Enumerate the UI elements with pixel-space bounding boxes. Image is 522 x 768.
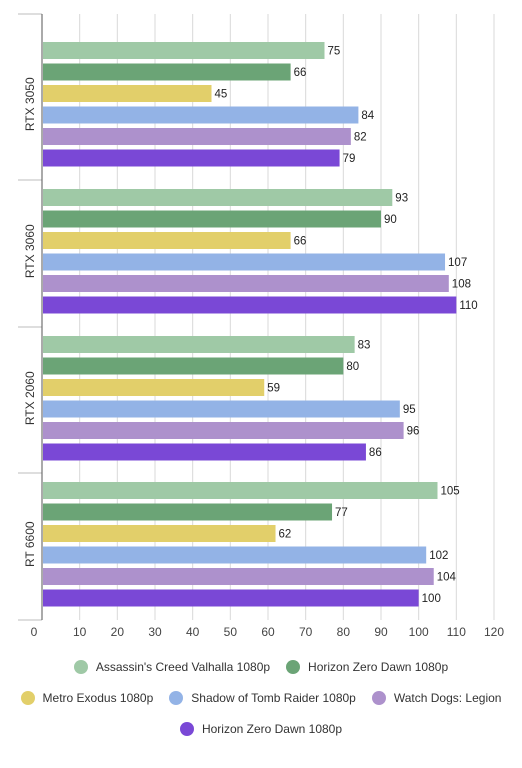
- x-tick-label: 80: [337, 625, 351, 639]
- legend-label: Shadow of Tomb Raider 1080p: [191, 691, 356, 705]
- data-label: 80: [346, 361, 359, 373]
- legend-item: Metro Exodus 1080p: [20, 691, 154, 705]
- legend-label: Metro Exodus 1080p: [42, 691, 154, 705]
- axes: 0 10 20 30 40 50 60 70 80 90 100 110 120 RTX 3050 RTX …: [18, 13, 504, 639]
- x-tick-label: 110: [447, 625, 466, 639]
- data-label: 86: [369, 447, 382, 459]
- data-label: 82: [354, 132, 367, 144]
- data-label: 45: [215, 89, 228, 101]
- legend-label: Watch Dogs: Legion: [393, 691, 502, 705]
- data-label: 100: [422, 593, 441, 605]
- legend-swatch: [169, 691, 184, 705]
- data-label: 66: [294, 236, 307, 248]
- bar: [43, 63, 291, 81]
- legend-item: Horizon Zero Dawn 1080p: [286, 660, 448, 674]
- x-tick-label: 0: [31, 625, 38, 639]
- legend-item: Watch Dogs: Legion: [371, 691, 502, 705]
- data-labels: 75 66 45 84 82 79 93 90 66 107 108 110 83 80 59 95 96 86 1…: [215, 46, 478, 606]
- legend-swatch: [179, 722, 194, 736]
- bars: [43, 42, 457, 607]
- bar: [43, 232, 291, 249]
- bar: [43, 275, 449, 292]
- bar: [43, 503, 333, 521]
- legend-label: Assassin's Creed Valhalla 1080p: [95, 660, 271, 674]
- bar: [43, 525, 276, 542]
- legend-row-3: Horizon Zero Dawn 1080p: [0, 722, 522, 736]
- x-tick-label: 90: [374, 625, 388, 639]
- legend-swatch: [20, 691, 35, 705]
- data-label: 62: [279, 529, 292, 541]
- category-label: RTX 3060: [23, 224, 37, 278]
- legend-item: Assassin's Creed Valhalla 1080p: [73, 660, 271, 674]
- data-label: 93: [395, 193, 408, 205]
- x-tick-label: 40: [186, 625, 200, 639]
- data-label: 90: [384, 214, 397, 226]
- legend-swatch: [73, 660, 88, 674]
- bar: [43, 106, 359, 124]
- data-label: 75: [328, 46, 341, 58]
- bar: [43, 589, 419, 607]
- category-label: RTX 3050: [23, 77, 37, 131]
- x-tick-label: 50: [224, 625, 238, 639]
- bar: [43, 189, 393, 206]
- legend-row-1: Assassin's Creed Valhalla 1080p Horizon Z…: [0, 660, 522, 674]
- legend-label: Horizon Zero Dawn 1080p: [308, 660, 449, 674]
- data-label: 105: [441, 486, 460, 498]
- bar: [43, 482, 438, 499]
- category-label: RTX 2060: [23, 371, 37, 425]
- x-tick-label: 10: [73, 625, 87, 639]
- data-label: 79: [343, 153, 356, 165]
- bar: [43, 568, 434, 585]
- data-label: 108: [452, 279, 471, 291]
- data-label: 110: [459, 300, 477, 312]
- bar: [43, 253, 446, 271]
- bar: [43, 379, 265, 396]
- bar: [43, 296, 457, 314]
- x-tick-label: 30: [148, 625, 162, 639]
- bar: [43, 422, 404, 439]
- data-label: 83: [358, 340, 371, 352]
- bar: [43, 149, 340, 167]
- bar: [43, 210, 381, 228]
- data-label: 104: [437, 572, 457, 584]
- bar: [43, 128, 351, 145]
- x-tick-label: 70: [299, 625, 313, 639]
- bar: [43, 42, 325, 59]
- x-tick-label: 60: [261, 625, 275, 639]
- bar: [43, 357, 344, 375]
- data-label: 95: [403, 404, 416, 416]
- legend-swatch: [286, 660, 301, 674]
- x-tick-label: 20: [111, 625, 125, 639]
- data-label: 102: [429, 550, 448, 562]
- data-label: 96: [407, 426, 420, 438]
- data-label: 84: [361, 110, 374, 122]
- bar: [43, 546, 427, 564]
- data-label: 59: [267, 383, 280, 395]
- x-tick-label: 120: [484, 625, 504, 639]
- bar: [43, 443, 366, 461]
- x-tick-label: 100: [409, 625, 429, 639]
- legend-item: Horizon Zero Dawn 1080p: [179, 722, 343, 736]
- data-label: 77: [335, 507, 348, 519]
- bar: [43, 336, 355, 353]
- legend-item: Shadow of Tomb Raider 1080p: [169, 691, 356, 705]
- bar: [43, 85, 212, 102]
- bar-chart: 75 66 45 84 82 79 93 90 66 107 108 110 83 80 59 95 96 86 1…: [18, 13, 504, 639]
- category-label: RT 6600: [23, 521, 37, 567]
- legend-swatch: [371, 691, 386, 705]
- data-label: 66: [294, 67, 307, 79]
- bar: [43, 400, 400, 418]
- data-label: 107: [448, 257, 467, 269]
- legend-label: Horizon Zero Dawn 1080p: [201, 722, 343, 736]
- legend-row-2: Metro Exodus 1080p Shadow of Tomb Raider …: [0, 691, 522, 705]
